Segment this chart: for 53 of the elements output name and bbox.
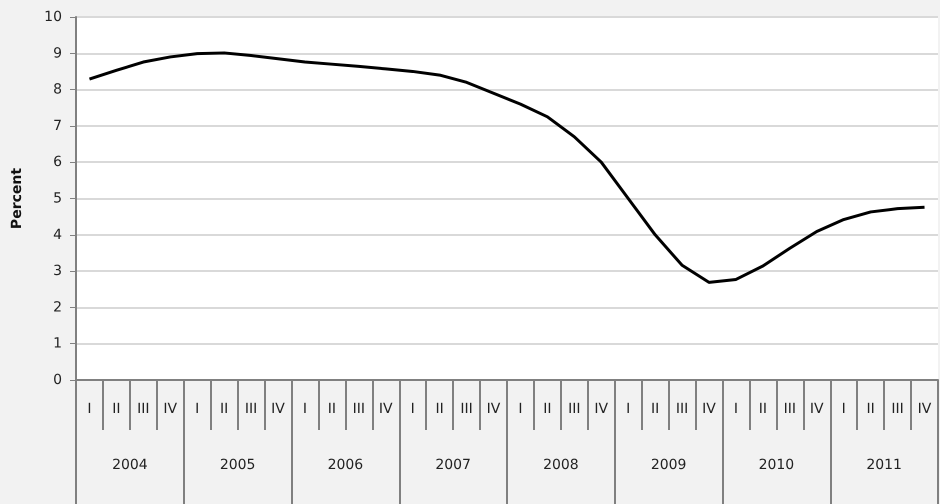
y-tick-label: 6 [53, 154, 62, 170]
x-tick-label: I [734, 401, 738, 417]
x-tick-label: IV [594, 401, 609, 417]
x-tick-label: IV [810, 401, 824, 417]
x-tick-label: II [112, 401, 121, 417]
x-tick-label: III [568, 401, 581, 417]
x-tick-label: III [676, 401, 688, 417]
x-tick-label: I [87, 401, 92, 417]
x-tick-label: IV [271, 401, 286, 417]
y-tick-label: 1 [53, 336, 62, 352]
y-tick-label: 0 [53, 372, 62, 388]
x-tick-label: III [352, 401, 366, 417]
x-tick-label: II [220, 401, 228, 417]
x-tick-label: II [758, 401, 768, 417]
text: 2006 [328, 457, 364, 473]
y-tick-label: 8 [53, 82, 62, 98]
x-tick-label: I [842, 401, 846, 417]
text: 2009 [650, 457, 686, 473]
x-tick-label: IV [486, 401, 501, 417]
y-axis-title: Percent [9, 168, 25, 230]
x-tick-label: III [460, 401, 473, 417]
x-tick-label: IV [702, 401, 716, 417]
line-series [88, 51, 926, 284]
x-tick-label: III [244, 401, 258, 417]
x-tick-label: II [866, 401, 875, 417]
x-tick-label: I [302, 401, 308, 417]
x-tick-label: III [891, 401, 904, 417]
x-tick-label: II [328, 401, 336, 417]
y-tick-label: 4 [53, 226, 62, 243]
text: 2010 [758, 457, 794, 473]
x-tick-label: III [137, 401, 150, 417]
y-tick-label: 9 [53, 45, 62, 62]
text: 2011 [866, 457, 902, 473]
text: 2005 [220, 457, 256, 473]
x-tick-label: IV [918, 401, 932, 417]
y-tick-label: 2 [53, 299, 62, 316]
text: 2007 [435, 457, 471, 473]
text: 2008 [543, 457, 579, 473]
x-tick-label: IV [378, 401, 394, 417]
y-tick-label: 3 [53, 263, 62, 280]
x-tick-label: I [626, 401, 630, 417]
x-tick-label: I [410, 401, 415, 417]
y-tick-label: 5 [53, 190, 62, 206]
x-tick-label: II [651, 401, 660, 417]
y-tick-label: 10 [44, 9, 62, 25]
x-tick-label: III [784, 401, 796, 417]
x-tick-label: I [518, 401, 523, 417]
x-tick-label: IV [163, 401, 178, 417]
text: 2004 [112, 457, 148, 473]
y-tick-label: 7 [53, 118, 62, 134]
x-tick-label: II [436, 401, 444, 417]
x-tick-label: II [543, 401, 552, 417]
x-tick-label: I [195, 401, 200, 417]
